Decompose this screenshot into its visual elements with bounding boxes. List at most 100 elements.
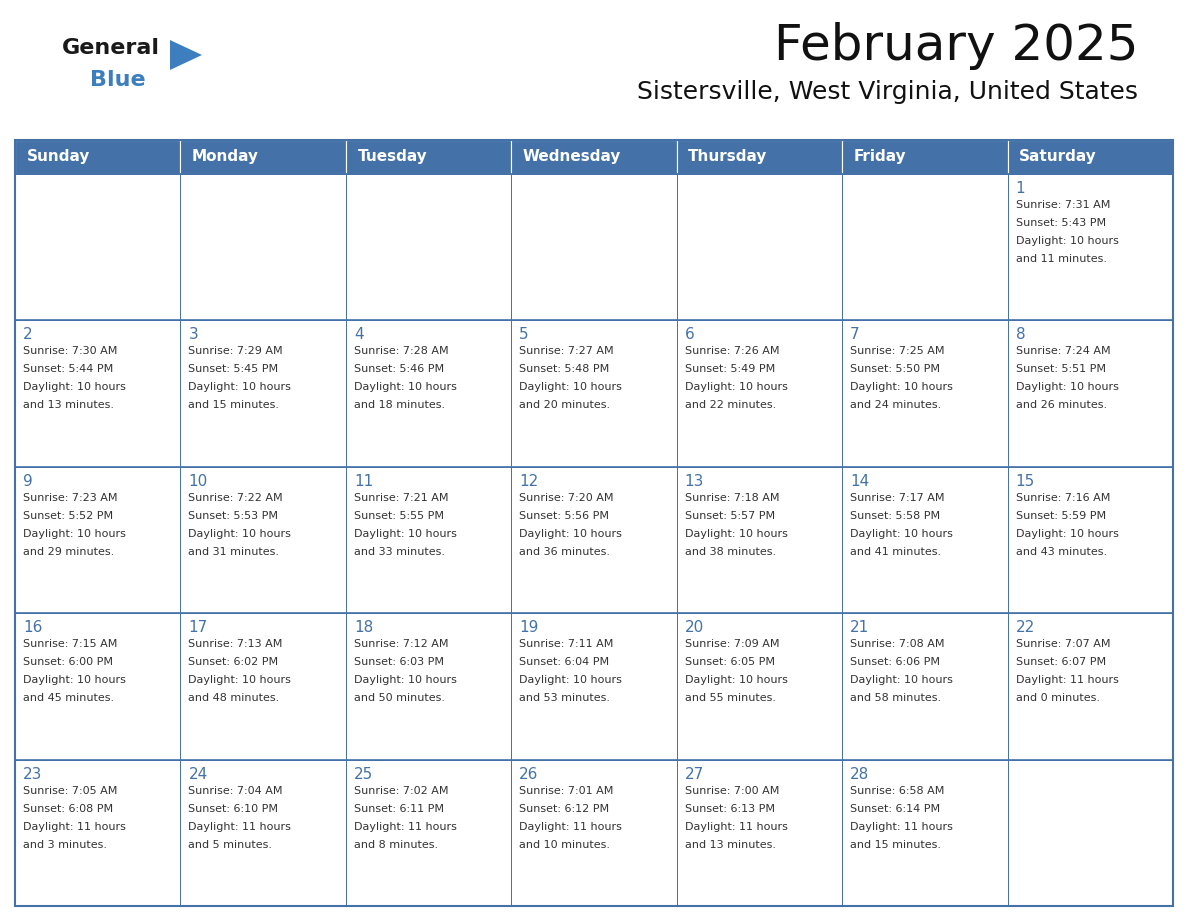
Bar bbox=[15, 140, 1173, 906]
Text: Sunset: 5:45 PM: Sunset: 5:45 PM bbox=[189, 364, 278, 375]
Bar bbox=[1007, 174, 1173, 320]
Text: Sunrise: 7:23 AM: Sunrise: 7:23 AM bbox=[23, 493, 118, 503]
Text: 4: 4 bbox=[354, 328, 364, 342]
Text: Sunrise: 7:22 AM: Sunrise: 7:22 AM bbox=[189, 493, 283, 503]
Bar bbox=[1007, 466, 1173, 613]
Text: Sunset: 6:14 PM: Sunset: 6:14 PM bbox=[851, 803, 940, 813]
Text: Sunday: Sunday bbox=[26, 150, 90, 164]
Bar bbox=[842, 140, 1007, 174]
Text: 26: 26 bbox=[519, 767, 538, 781]
Bar bbox=[181, 466, 346, 613]
Text: Daylight: 10 hours: Daylight: 10 hours bbox=[851, 676, 953, 685]
Text: and 11 minutes.: and 11 minutes. bbox=[1016, 254, 1106, 264]
Text: Sunset: 5:53 PM: Sunset: 5:53 PM bbox=[189, 510, 278, 521]
Text: 12: 12 bbox=[519, 474, 538, 488]
Text: Sunset: 6:12 PM: Sunset: 6:12 PM bbox=[519, 803, 609, 813]
Text: Sunrise: 7:27 AM: Sunrise: 7:27 AM bbox=[519, 346, 614, 356]
Text: Sunrise: 7:17 AM: Sunrise: 7:17 AM bbox=[851, 493, 944, 503]
Text: General: General bbox=[62, 38, 160, 58]
Text: and 8 minutes.: and 8 minutes. bbox=[354, 840, 438, 849]
Text: Daylight: 10 hours: Daylight: 10 hours bbox=[684, 383, 788, 392]
Polygon shape bbox=[170, 40, 202, 70]
Text: Thursday: Thursday bbox=[688, 150, 767, 164]
Text: Sunset: 5:50 PM: Sunset: 5:50 PM bbox=[851, 364, 940, 375]
Text: Sunset: 5:56 PM: Sunset: 5:56 PM bbox=[519, 510, 609, 521]
Bar bbox=[677, 320, 842, 466]
Text: Daylight: 11 hours: Daylight: 11 hours bbox=[851, 822, 953, 832]
Bar bbox=[842, 613, 1007, 759]
Text: Sunrise: 7:05 AM: Sunrise: 7:05 AM bbox=[23, 786, 118, 796]
Text: Daylight: 10 hours: Daylight: 10 hours bbox=[1016, 529, 1118, 539]
Text: Sunset: 6:02 PM: Sunset: 6:02 PM bbox=[189, 657, 278, 667]
Text: and 36 minutes.: and 36 minutes. bbox=[519, 547, 611, 557]
Text: Sunrise: 7:18 AM: Sunrise: 7:18 AM bbox=[684, 493, 779, 503]
Text: Sunrise: 7:13 AM: Sunrise: 7:13 AM bbox=[189, 639, 283, 649]
Text: Sunset: 5:57 PM: Sunset: 5:57 PM bbox=[684, 510, 775, 521]
Bar bbox=[15, 466, 181, 613]
Bar bbox=[511, 466, 677, 613]
Bar bbox=[181, 174, 346, 320]
Bar bbox=[346, 759, 511, 906]
Text: Daylight: 10 hours: Daylight: 10 hours bbox=[354, 529, 456, 539]
Text: Sunset: 5:44 PM: Sunset: 5:44 PM bbox=[23, 364, 113, 375]
Text: 20: 20 bbox=[684, 621, 704, 635]
Text: and 13 minutes.: and 13 minutes. bbox=[23, 400, 114, 410]
Bar bbox=[511, 759, 677, 906]
Text: Blue: Blue bbox=[90, 70, 146, 90]
Bar bbox=[677, 466, 842, 613]
Text: Daylight: 11 hours: Daylight: 11 hours bbox=[1016, 676, 1118, 685]
Text: Sunrise: 7:01 AM: Sunrise: 7:01 AM bbox=[519, 786, 614, 796]
Text: 5: 5 bbox=[519, 328, 529, 342]
Bar bbox=[1007, 759, 1173, 906]
Text: Sunset: 5:52 PM: Sunset: 5:52 PM bbox=[23, 510, 113, 521]
Bar bbox=[511, 174, 677, 320]
Text: Sunrise: 7:02 AM: Sunrise: 7:02 AM bbox=[354, 786, 448, 796]
Text: 1: 1 bbox=[1016, 181, 1025, 196]
Text: Tuesday: Tuesday bbox=[358, 150, 428, 164]
Text: and 58 minutes.: and 58 minutes. bbox=[851, 693, 941, 703]
Text: 3: 3 bbox=[189, 328, 198, 342]
Text: 14: 14 bbox=[851, 474, 870, 488]
Bar bbox=[15, 140, 181, 174]
Text: Sunset: 6:11 PM: Sunset: 6:11 PM bbox=[354, 803, 444, 813]
Text: 13: 13 bbox=[684, 474, 704, 488]
Text: Sunset: 5:49 PM: Sunset: 5:49 PM bbox=[684, 364, 775, 375]
Text: and 18 minutes.: and 18 minutes. bbox=[354, 400, 446, 410]
Text: Sunset: 6:06 PM: Sunset: 6:06 PM bbox=[851, 657, 940, 667]
Bar bbox=[15, 174, 181, 320]
Text: Sunrise: 7:15 AM: Sunrise: 7:15 AM bbox=[23, 639, 118, 649]
Text: and 43 minutes.: and 43 minutes. bbox=[1016, 547, 1107, 557]
Text: Sunrise: 6:58 AM: Sunrise: 6:58 AM bbox=[851, 786, 944, 796]
Text: and 5 minutes.: and 5 minutes. bbox=[189, 840, 272, 849]
Text: Sunrise: 7:11 AM: Sunrise: 7:11 AM bbox=[519, 639, 614, 649]
Text: and 22 minutes.: and 22 minutes. bbox=[684, 400, 776, 410]
Text: Daylight: 10 hours: Daylight: 10 hours bbox=[519, 529, 623, 539]
Text: 9: 9 bbox=[23, 474, 33, 488]
Text: Sunset: 6:07 PM: Sunset: 6:07 PM bbox=[1016, 657, 1106, 667]
Text: Sunrise: 7:31 AM: Sunrise: 7:31 AM bbox=[1016, 200, 1110, 210]
Text: and 41 minutes.: and 41 minutes. bbox=[851, 547, 941, 557]
Text: Sunset: 5:48 PM: Sunset: 5:48 PM bbox=[519, 364, 609, 375]
Text: 25: 25 bbox=[354, 767, 373, 781]
Bar bbox=[181, 613, 346, 759]
Text: and 55 minutes.: and 55 minutes. bbox=[684, 693, 776, 703]
Text: and 13 minutes.: and 13 minutes. bbox=[684, 840, 776, 849]
Text: Sunset: 5:46 PM: Sunset: 5:46 PM bbox=[354, 364, 444, 375]
Bar bbox=[677, 759, 842, 906]
Text: Wednesday: Wednesday bbox=[523, 150, 621, 164]
Text: Sunset: 5:58 PM: Sunset: 5:58 PM bbox=[851, 510, 940, 521]
Text: 18: 18 bbox=[354, 621, 373, 635]
Text: Sunrise: 7:21 AM: Sunrise: 7:21 AM bbox=[354, 493, 448, 503]
Bar bbox=[511, 613, 677, 759]
Text: Sunrise: 7:26 AM: Sunrise: 7:26 AM bbox=[684, 346, 779, 356]
Text: Sunrise: 7:09 AM: Sunrise: 7:09 AM bbox=[684, 639, 779, 649]
Text: 8: 8 bbox=[1016, 328, 1025, 342]
Bar bbox=[511, 320, 677, 466]
Text: 15: 15 bbox=[1016, 474, 1035, 488]
Text: Sunrise: 7:29 AM: Sunrise: 7:29 AM bbox=[189, 346, 283, 356]
Text: Sunrise: 7:00 AM: Sunrise: 7:00 AM bbox=[684, 786, 779, 796]
Bar bbox=[181, 320, 346, 466]
Text: Sunrise: 7:16 AM: Sunrise: 7:16 AM bbox=[1016, 493, 1110, 503]
Bar bbox=[1007, 613, 1173, 759]
Text: 6: 6 bbox=[684, 328, 695, 342]
